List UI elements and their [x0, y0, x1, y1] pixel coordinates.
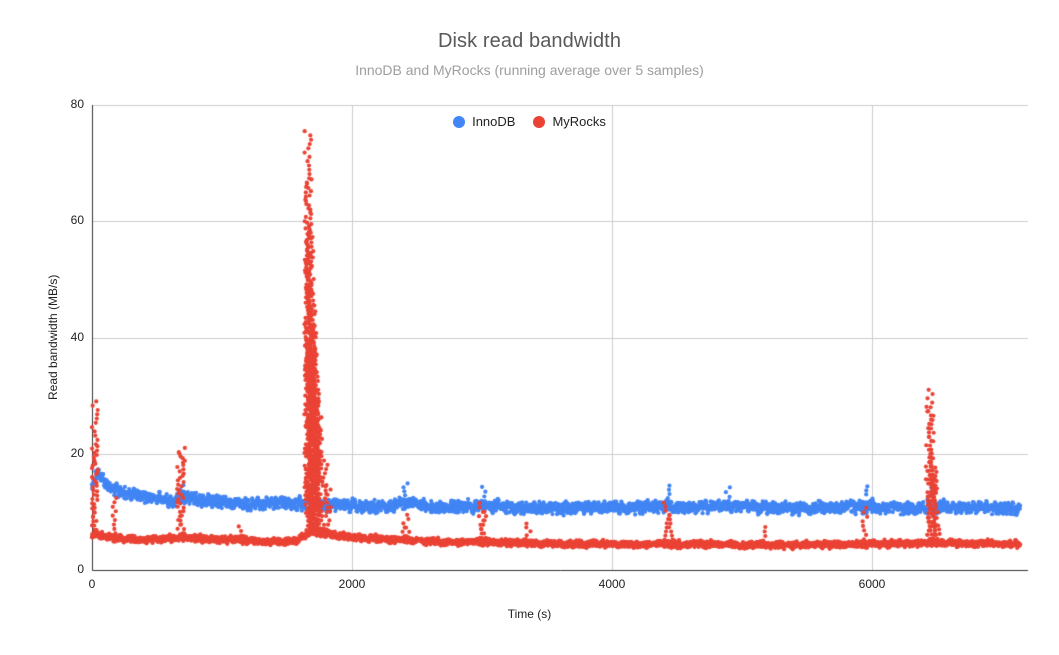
y-tick-label: 40	[70, 329, 84, 344]
legend-entry-myrocks[interactable]: MyRocks	[533, 114, 606, 129]
chart-legend: InnoDB MyRocks	[0, 114, 1059, 129]
legend-label: InnoDB	[472, 114, 516, 129]
legend-label: MyRocks	[552, 114, 606, 129]
x-tick-label: 6000	[858, 577, 886, 591]
x-axis-title: Time (s)	[507, 607, 552, 621]
y-tick-label: 80	[70, 97, 84, 111]
x-tick-label: 2000	[338, 577, 366, 591]
y-tick-label: 20	[70, 445, 84, 460]
x-tick-label: 0	[88, 577, 96, 591]
legend-swatch-icon	[453, 115, 466, 128]
y-tick-label: 60	[70, 213, 84, 228]
y-tick-label: 0	[77, 562, 84, 576]
legend-entry-innodb[interactable]: InnoDB	[453, 114, 515, 129]
x-tick-label: 4000	[598, 577, 626, 591]
legend-swatch-icon	[533, 115, 546, 128]
